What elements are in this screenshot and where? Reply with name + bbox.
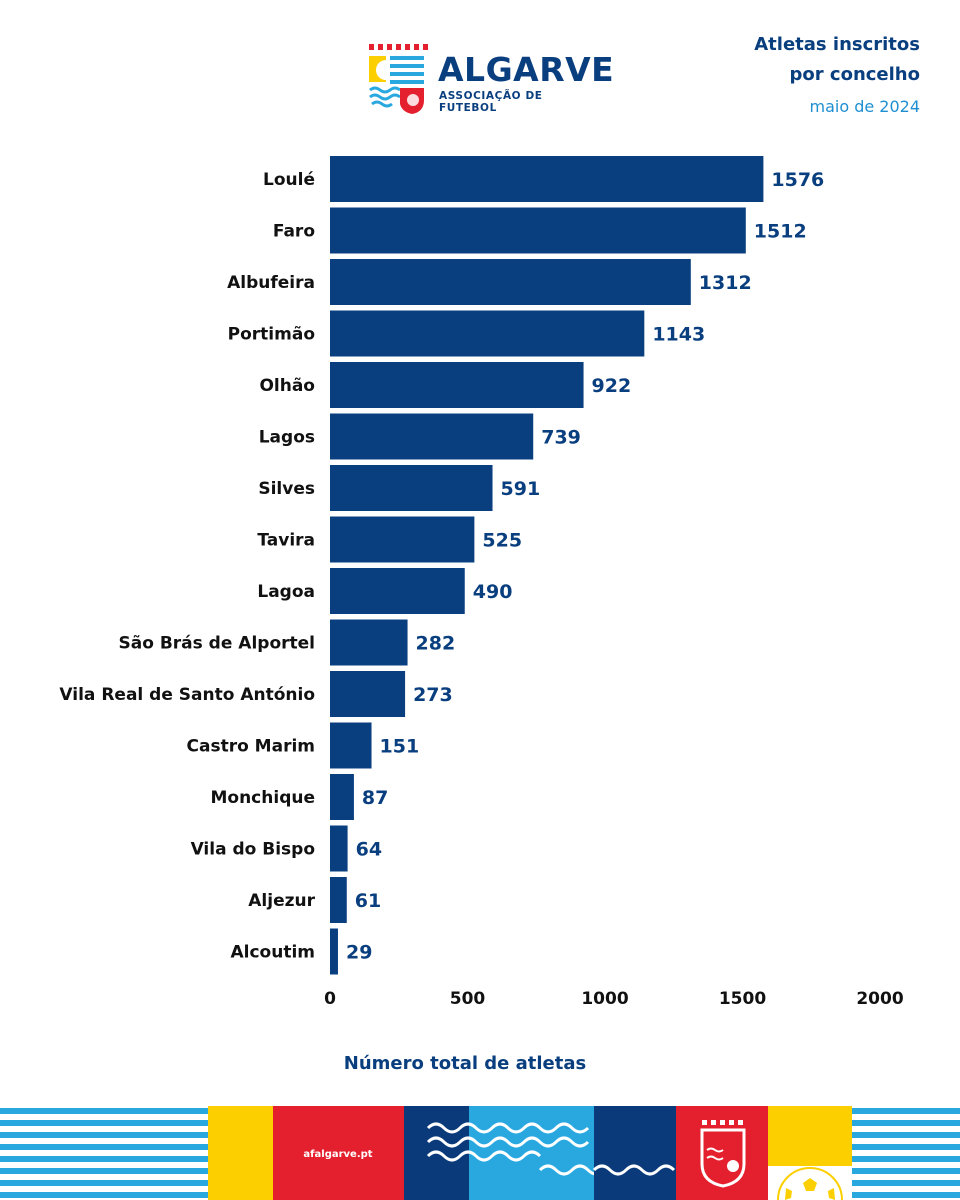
bar	[330, 413, 534, 460]
bar	[330, 156, 764, 202]
value-label: 282	[416, 633, 456, 655]
bar	[330, 671, 406, 717]
value-label: 273	[413, 684, 453, 706]
category-label: Olhão	[259, 376, 315, 396]
website-link[interactable]: afalgarve.pt	[303, 1149, 372, 1160]
category-label: Faro	[273, 222, 315, 242]
value-label: 922	[592, 375, 632, 397]
crest-mark-icon	[700, 1120, 746, 1188]
category-label: Lagoa	[257, 582, 315, 602]
football-icon	[777, 1167, 843, 1200]
bar	[330, 568, 465, 614]
bar	[330, 362, 584, 408]
bar	[330, 310, 645, 357]
bar	[330, 825, 348, 872]
value-label: 1143	[652, 324, 705, 346]
category-label: Tavira	[257, 531, 315, 551]
category-label: Vila do Bispo	[191, 840, 315, 860]
bar	[330, 516, 475, 563]
category-label: Monchique	[210, 788, 315, 808]
title-line-1: Atletas inscritos	[754, 34, 920, 55]
value-label: 64	[356, 839, 382, 861]
value-label: 87	[362, 787, 388, 809]
x-tick-label: 500	[450, 989, 486, 1009]
bar	[330, 928, 338, 975]
x-tick-label: 2000	[856, 989, 903, 1009]
value-label: 490	[473, 581, 513, 603]
category-label: Loulé	[263, 170, 315, 190]
bar	[330, 619, 408, 666]
bar-chart: Loulé 1576 Faro 1512 Albufeira 1312 Portimão 11…	[59, 156, 904, 1074]
x-tick-label: 0	[324, 989, 336, 1009]
value-label: 1312	[699, 272, 752, 294]
category-label: Alcoutim	[230, 943, 315, 963]
association-logo: ALGARVE ASSOCIAÇÃO DE FUTEBOL	[366, 42, 614, 116]
date-label: maio de 2024	[809, 97, 920, 116]
value-label: 1576	[771, 169, 824, 191]
crest-icon	[369, 44, 428, 114]
x-tick-label: 1000	[581, 989, 628, 1009]
bar	[330, 722, 372, 769]
value-label: 739	[541, 427, 581, 449]
value-label: 151	[380, 736, 420, 758]
category-label: Castro Marim	[187, 737, 316, 757]
value-label: 29	[346, 942, 372, 964]
wave-pattern-2	[592, 1164, 676, 1176]
category-label: São Brás de Alportel	[119, 634, 315, 654]
bar	[330, 259, 691, 305]
title-line-2: por concelho	[789, 64, 920, 85]
bar	[330, 774, 354, 820]
category-label: Silves	[258, 479, 315, 499]
value-label: 61	[355, 890, 381, 912]
value-label: 591	[501, 478, 541, 500]
category-label: Vila Real de Santo António	[59, 685, 315, 705]
logo-name: ALGARVE	[438, 50, 615, 89]
bar	[330, 877, 347, 923]
category-label: Albufeira	[227, 273, 315, 293]
value-label: 525	[482, 530, 522, 552]
left-stripes	[0, 1108, 208, 1198]
bar	[330, 465, 493, 511]
bar	[330, 207, 746, 254]
category-label: Aljezur	[248, 891, 315, 911]
right-stripes	[852, 1108, 960, 1198]
x-tick-label: 1500	[719, 989, 766, 1009]
footer-band: afalgarve.pt	[0, 1106, 960, 1200]
category-label: Portimão	[228, 325, 315, 345]
value-label: 1512	[754, 221, 807, 243]
category-label: Lagos	[259, 428, 315, 448]
x-axis-title: Número total de atletas	[344, 1053, 586, 1074]
logo-subtitle: ASSOCIAÇÃO DE FUTEBOL	[439, 90, 543, 114]
headline: Atletas inscritos por concelho maio de 2…	[754, 30, 920, 122]
